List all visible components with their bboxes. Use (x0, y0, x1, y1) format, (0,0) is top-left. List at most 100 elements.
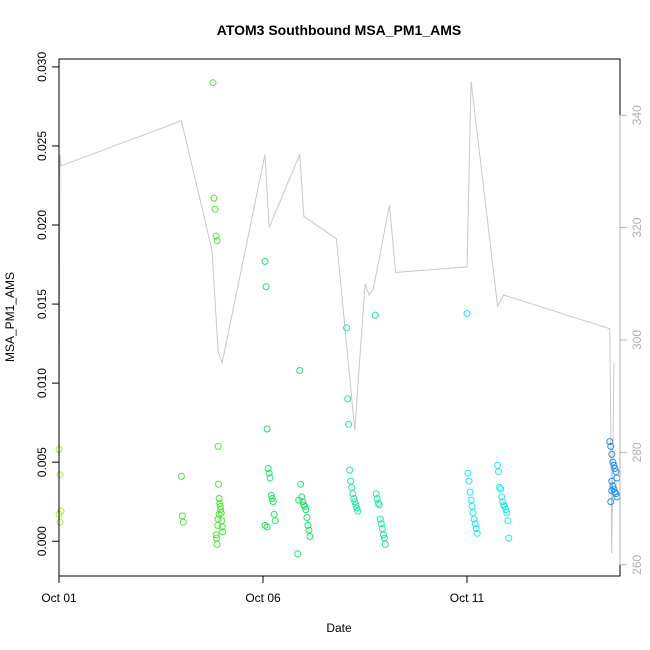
data-point (344, 395, 352, 403)
data-point (212, 531, 220, 539)
y-tick-label: 0.015 (35, 289, 49, 319)
data-point (606, 438, 614, 446)
data-point (213, 237, 221, 245)
data-point (607, 442, 615, 450)
data-point (269, 498, 277, 506)
data-point (300, 501, 308, 509)
data-point (371, 311, 379, 319)
data-point (464, 469, 472, 477)
data-point (56, 471, 64, 479)
data-point (470, 515, 478, 523)
y-tick-label: 0.025 (35, 131, 49, 161)
data-point (178, 512, 186, 520)
y-tick-label: 0.020 (35, 210, 49, 240)
data-point (499, 498, 507, 506)
data-point (263, 523, 271, 531)
data-point (262, 283, 270, 291)
data-point (608, 477, 616, 485)
y-tick-label: 0.005 (35, 447, 49, 477)
data-point (501, 502, 509, 510)
data-point (213, 540, 221, 548)
data-point (296, 367, 304, 374)
data-point (212, 232, 220, 240)
data-point (609, 482, 617, 490)
data-point (56, 518, 64, 526)
data-point (608, 450, 616, 458)
secondary-y-axis: 260 280 300 320 340 (619, 105, 644, 575)
data-point (353, 504, 361, 512)
y-tick-label: 0.010 (35, 368, 49, 398)
data-point (270, 510, 278, 518)
data-point (472, 525, 480, 533)
data-point (264, 465, 272, 472)
x-axis-label: Date (326, 621, 352, 635)
data-point (372, 490, 380, 498)
x-tick-label: Oct 11 (450, 591, 485, 605)
series-mid (261, 257, 314, 558)
series-end (606, 438, 621, 506)
data-point (267, 491, 275, 499)
data-point (303, 514, 311, 521)
data-point (463, 310, 471, 317)
data-point (496, 484, 504, 491)
data-point (377, 520, 385, 528)
points-layer (55, 79, 621, 558)
data-point (306, 533, 314, 540)
series-cyan (463, 310, 513, 542)
data-point (504, 517, 512, 525)
data-point (376, 515, 384, 523)
data-point (297, 480, 305, 488)
plot-frame (58, 58, 621, 577)
data-point (302, 506, 310, 514)
data-point (375, 501, 383, 509)
data-point (218, 523, 226, 531)
data-point (354, 507, 362, 515)
data-point (219, 528, 227, 536)
data-point (301, 502, 309, 510)
data-point (347, 477, 355, 485)
data-point (299, 498, 307, 506)
data-point (498, 493, 506, 501)
data-point (465, 477, 473, 485)
data-point (215, 495, 223, 502)
data-point (609, 458, 617, 466)
data-point (215, 510, 223, 518)
data-point (179, 518, 187, 526)
data-point (611, 465, 619, 472)
data-point (343, 324, 351, 332)
secondary-line-layer (58, 81, 615, 554)
data-point (177, 472, 185, 480)
data-point (373, 495, 381, 502)
data-point (305, 526, 313, 534)
data-point (467, 496, 475, 504)
data-point (381, 540, 389, 548)
data-point (210, 194, 218, 202)
x-tick-label: Oct 06 (245, 591, 281, 605)
data-point (215, 480, 222, 488)
data-point (608, 487, 616, 495)
series-mid2 (343, 311, 389, 548)
data-point (351, 498, 359, 506)
data-point (494, 461, 502, 469)
data-point (352, 501, 360, 509)
series-green (177, 79, 227, 548)
data-point (266, 474, 274, 482)
data-point (374, 499, 382, 507)
data-point (607, 498, 615, 506)
data-point (497, 485, 505, 493)
y2-tick-label: 340 (630, 105, 644, 125)
data-point (214, 515, 222, 523)
data-point (502, 506, 510, 514)
x-tick-label: Oct 01 (41, 591, 77, 605)
data-point (216, 502, 224, 510)
data-point (505, 534, 513, 542)
data-point (495, 468, 503, 476)
data-point (473, 529, 481, 537)
x-axis: Oct 01 Oct 06 Oct 11 (41, 575, 485, 605)
data-point (268, 495, 276, 502)
data-point (271, 517, 279, 525)
data-point (304, 521, 312, 529)
data-point (261, 257, 269, 265)
data-point (469, 509, 477, 517)
y-tick-label: 0.000 (35, 526, 49, 556)
